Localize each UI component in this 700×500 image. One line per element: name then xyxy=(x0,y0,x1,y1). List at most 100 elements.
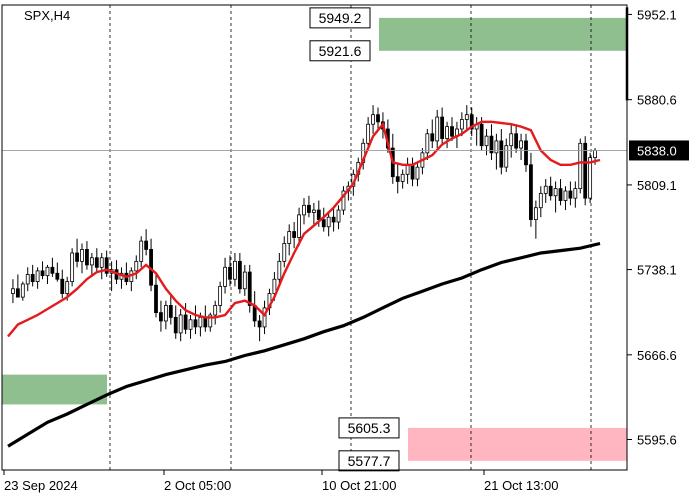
candle-84 xyxy=(425,129,430,160)
candle-24 xyxy=(129,267,134,292)
candle-43 xyxy=(223,257,227,294)
candle-57 xyxy=(292,222,297,249)
candle-body xyxy=(228,266,232,280)
candle-body xyxy=(30,274,35,283)
candle-body xyxy=(578,142,583,190)
candle-body xyxy=(188,319,193,330)
candle-55 xyxy=(282,236,287,268)
upper-zone-high-label: 5949.2 xyxy=(309,7,371,29)
candle-body xyxy=(55,272,60,280)
candle-body xyxy=(588,157,593,199)
candle-13 xyxy=(75,238,79,268)
candle-body xyxy=(277,260,282,280)
candle-body xyxy=(168,305,173,318)
candle-36 xyxy=(188,315,193,339)
candle-body xyxy=(533,207,538,221)
candle-body xyxy=(435,116,440,142)
candle-body xyxy=(213,305,218,316)
candle-body xyxy=(104,257,109,274)
candle-body xyxy=(287,231,292,244)
candle-59 xyxy=(302,198,306,225)
candle-114 xyxy=(573,181,578,208)
candle-body xyxy=(40,270,45,277)
candle-body xyxy=(99,257,104,268)
symbol-label: SPX,H4 xyxy=(24,8,70,23)
candle-body xyxy=(479,123,484,147)
current-price-badge xyxy=(629,140,689,161)
candle-body xyxy=(371,114,375,125)
candle-105 xyxy=(529,152,533,227)
candle-0 xyxy=(11,279,15,304)
candle-body xyxy=(548,185,553,197)
upper-zone-low-label: 5921.6 xyxy=(309,40,371,62)
ma-fast-line xyxy=(7,120,601,338)
lower-zone-low-label: 5577.7 xyxy=(338,450,400,472)
candle-17 xyxy=(94,248,99,273)
candle-body xyxy=(139,240,144,262)
candle-31 xyxy=(163,300,168,330)
candle-37 xyxy=(193,305,198,335)
candle-body xyxy=(144,240,149,250)
candle-40 xyxy=(208,312,213,332)
candle-113 xyxy=(568,181,573,206)
candle-body xyxy=(509,133,514,147)
candle-body xyxy=(336,209,341,223)
candle-body xyxy=(504,145,509,168)
candle-body xyxy=(208,314,213,328)
candle-body xyxy=(65,281,70,294)
x-tick-label-1: 2 Oct 05:00 xyxy=(164,478,231,493)
candle-35 xyxy=(183,303,188,335)
candle-101 xyxy=(509,124,514,158)
y-tick-label-5: 5595.6 xyxy=(637,432,677,447)
candle-body xyxy=(154,284,158,314)
candle-body xyxy=(499,140,504,168)
candle-65 xyxy=(331,207,336,232)
candle-32 xyxy=(168,293,173,325)
candle-19 xyxy=(104,250,109,277)
candle-99 xyxy=(499,129,504,175)
candle-body xyxy=(563,190,568,201)
candle-117 xyxy=(588,152,593,203)
candle-body xyxy=(445,126,449,139)
candle-34 xyxy=(178,309,183,342)
upper-zone-low-label-box xyxy=(309,40,371,62)
vertical-grid xyxy=(109,5,592,470)
candle-body xyxy=(494,140,499,154)
candle-92 xyxy=(464,105,469,129)
x-tick-label-0: 23 Sep 2024 xyxy=(4,478,78,493)
lower-zone-high-label-box xyxy=(338,417,400,439)
candle-23 xyxy=(124,262,129,286)
candle-body xyxy=(331,216,336,223)
candle-91 xyxy=(459,112,464,137)
candle-body xyxy=(395,176,400,182)
candle-85 xyxy=(430,119,435,149)
candle-body xyxy=(45,266,50,277)
candle-44 xyxy=(228,255,232,287)
candle-body xyxy=(198,316,203,328)
candle-15 xyxy=(85,241,89,270)
candle-body xyxy=(459,119,464,130)
y-tick-label-4: 5666.6 xyxy=(637,348,677,363)
candle-111 xyxy=(558,179,563,206)
candle-body xyxy=(514,133,519,149)
candle-body xyxy=(193,319,198,328)
upper-zone-high-label-box xyxy=(309,7,371,29)
candle-body xyxy=(450,126,454,137)
candle-64 xyxy=(326,212,331,237)
candle-body xyxy=(272,278,277,294)
candle-54 xyxy=(277,253,282,287)
candle-body xyxy=(405,164,410,175)
candle-body xyxy=(247,271,252,306)
candle-7 xyxy=(45,264,50,284)
y-tick-label-0: 5952.1 xyxy=(637,7,677,22)
candle-47 xyxy=(242,264,247,296)
candle-110 xyxy=(553,181,558,213)
candle-97 xyxy=(489,124,494,160)
candle-93 xyxy=(469,107,474,137)
lower-zone-high-label: 5605.3 xyxy=(338,417,400,439)
candle-body xyxy=(163,305,168,322)
candle-27 xyxy=(144,229,149,256)
candle-body xyxy=(233,260,237,280)
candle-body xyxy=(218,285,223,306)
